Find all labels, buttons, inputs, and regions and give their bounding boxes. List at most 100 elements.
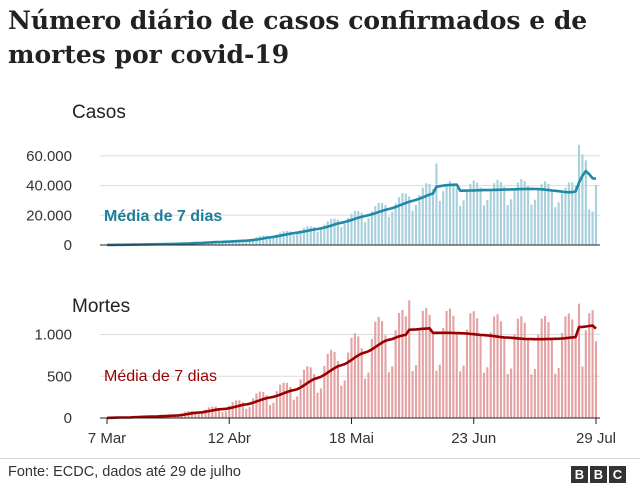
daily-bar bbox=[418, 328, 421, 418]
daily-bar bbox=[476, 182, 479, 245]
daily-bar bbox=[560, 193, 564, 245]
daily-bar bbox=[527, 338, 530, 418]
daily-bar bbox=[455, 332, 458, 418]
y-tick-label: 20.000 bbox=[26, 207, 72, 224]
daily-bar bbox=[397, 312, 401, 418]
daily-bar bbox=[384, 205, 387, 245]
daily-bar bbox=[438, 364, 441, 418]
daily-bar bbox=[360, 212, 363, 245]
daily-bar bbox=[299, 230, 302, 245]
daily-bar bbox=[588, 209, 591, 245]
daily-bar bbox=[333, 218, 336, 245]
y-tick-label: 0 bbox=[64, 410, 72, 427]
daily-bar bbox=[353, 333, 356, 418]
daily-bar bbox=[357, 336, 360, 418]
daily-bar bbox=[323, 224, 326, 245]
daily-bar bbox=[594, 184, 598, 245]
daily-bar bbox=[479, 187, 482, 245]
deaths-panel: Mortes 0 500 1.000 Média de 7 dias bbox=[34, 296, 600, 427]
daily-bar bbox=[299, 379, 302, 418]
daily-bar bbox=[428, 184, 431, 245]
daily-bar bbox=[268, 404, 272, 418]
daily-bar bbox=[241, 402, 244, 418]
daily-bar bbox=[401, 310, 404, 418]
daily-bar bbox=[493, 316, 496, 418]
daily-bar bbox=[241, 240, 244, 245]
daily-bar bbox=[381, 202, 384, 245]
daily-bar bbox=[442, 191, 445, 245]
daily-bar bbox=[547, 322, 550, 418]
footer-divider bbox=[0, 458, 640, 459]
daily-bar bbox=[540, 184, 543, 245]
daily-bar bbox=[499, 321, 502, 418]
daily-bar bbox=[452, 315, 455, 418]
daily-bar bbox=[574, 335, 577, 418]
daily-bar bbox=[496, 179, 499, 245]
daily-bar bbox=[265, 235, 268, 245]
deaths-average-label: Média de 7 dias bbox=[104, 368, 217, 385]
daily-bar bbox=[510, 368, 513, 418]
daily-bar bbox=[370, 211, 373, 245]
daily-bar bbox=[448, 308, 452, 418]
cases-panel: Casos 0 20.000 40.000 60.000 Média de 7 dia… bbox=[26, 102, 600, 254]
daily-bar bbox=[360, 348, 363, 418]
daily-bar bbox=[231, 402, 234, 418]
daily-bar bbox=[414, 365, 418, 418]
daily-bar bbox=[428, 314, 431, 418]
bbc-logo-letter: C bbox=[609, 466, 626, 483]
daily-bar bbox=[292, 399, 295, 418]
daily-bar bbox=[336, 361, 339, 418]
x-axis: 7 Mar 12 Abr 18 Mai 23 Jun 29 Jul bbox=[88, 418, 616, 447]
daily-bar bbox=[194, 411, 197, 418]
daily-bar bbox=[177, 415, 180, 418]
daily-bar bbox=[476, 318, 479, 418]
daily-bar bbox=[404, 316, 407, 418]
daily-bar bbox=[442, 327, 445, 418]
daily-bar bbox=[251, 398, 255, 418]
daily-bar bbox=[330, 349, 333, 418]
daily-bar bbox=[533, 368, 536, 418]
chart-canvas: Casos 0 20.000 40.000 60.000 Média de 7 dia… bbox=[26, 102, 616, 447]
daily-bar bbox=[462, 365, 465, 418]
daily-bar bbox=[408, 300, 411, 418]
daily-bar bbox=[201, 413, 204, 418]
daily-bar bbox=[302, 227, 306, 245]
bbc-logo-letter: B bbox=[571, 466, 588, 483]
daily-bar bbox=[554, 373, 557, 418]
daily-bar bbox=[506, 373, 509, 418]
daily-bar bbox=[544, 181, 547, 245]
daily-bar bbox=[296, 396, 299, 418]
daily-bar bbox=[340, 226, 343, 245]
daily-bar bbox=[404, 193, 407, 245]
chart-title: Número diário de casos confirmados e de … bbox=[8, 6, 588, 69]
cases-bars bbox=[105, 144, 598, 245]
daily-bar bbox=[520, 179, 523, 245]
daily-bar bbox=[486, 367, 489, 418]
y-tick-label: 1.000 bbox=[34, 327, 72, 344]
daily-bar bbox=[268, 238, 272, 245]
cases-panel-title: Casos bbox=[72, 102, 126, 123]
daily-bar bbox=[489, 189, 492, 245]
daily-bar bbox=[486, 199, 489, 245]
x-tick-label: 18 Mai bbox=[329, 430, 374, 447]
daily-bar bbox=[221, 242, 224, 245]
daily-bar bbox=[221, 412, 224, 418]
daily-bar bbox=[197, 414, 200, 418]
daily-bar bbox=[234, 400, 238, 418]
daily-bar bbox=[384, 335, 387, 418]
daily-bar bbox=[289, 386, 292, 418]
daily-bar bbox=[377, 316, 380, 418]
daily-bar bbox=[204, 409, 207, 418]
daily-bar bbox=[367, 372, 370, 418]
daily-bar bbox=[381, 321, 384, 418]
y-tick-label: 500 bbox=[47, 368, 72, 385]
daily-bar bbox=[309, 226, 312, 245]
daily-bar bbox=[489, 332, 492, 418]
daily-bar bbox=[499, 181, 502, 245]
daily-bar bbox=[343, 380, 346, 418]
daily-bar bbox=[411, 210, 414, 245]
daily-bar bbox=[292, 235, 295, 245]
daily-bar bbox=[469, 313, 472, 418]
daily-bar bbox=[316, 392, 319, 418]
daily-bar bbox=[557, 368, 560, 418]
